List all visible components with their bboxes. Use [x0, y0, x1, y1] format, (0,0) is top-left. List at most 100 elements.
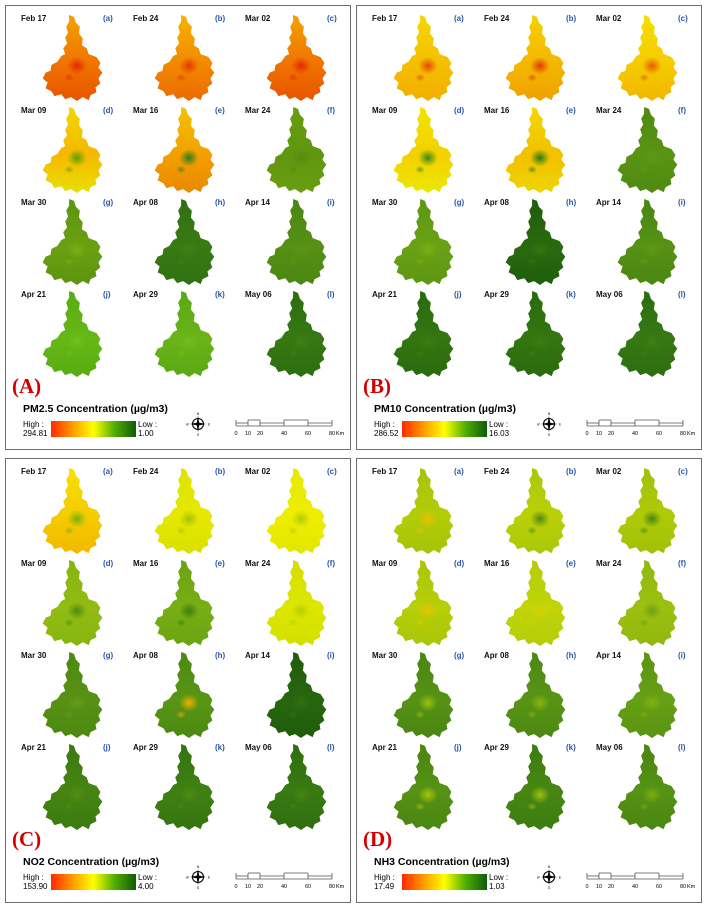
- map-date-label: Feb 24: [484, 14, 510, 23]
- hotspot: [291, 694, 311, 712]
- map-cell: Mar 30 (g): [11, 648, 123, 740]
- scale-bar: 0 10 20 40 60 80 Km: [234, 872, 345, 890]
- hotspot-secondary: [176, 618, 186, 627]
- map-date-label: Mar 09: [372, 559, 398, 568]
- compass-e-label: E: [208, 423, 210, 427]
- district-map: [42, 651, 103, 739]
- map-cell: Apr 14 (i): [586, 648, 698, 740]
- scale-tick-label: 10: [596, 431, 602, 437]
- map-date-label: Feb 17: [21, 14, 47, 23]
- map-date-label: Apr 29: [133, 290, 158, 299]
- map-date-label: Mar 09: [372, 106, 398, 115]
- hotspot-secondary: [527, 257, 537, 266]
- hotspot-secondary: [64, 710, 74, 719]
- district-map: [505, 651, 566, 739]
- map-sublabel: (a): [454, 467, 464, 476]
- scale-bar: 0 10 20 40 60 80 Km: [585, 872, 696, 890]
- hotspot-secondary: [64, 73, 74, 82]
- map-sublabel: (a): [454, 14, 464, 23]
- map-cell: Apr 08 (h): [474, 195, 586, 287]
- map-sublabel: (b): [566, 14, 577, 23]
- hotspot: [67, 149, 87, 167]
- hotspot-secondary: [288, 710, 298, 719]
- map-date-label: Mar 30: [21, 651, 47, 660]
- map-sublabel: (j): [103, 290, 111, 299]
- map-sublabel: (k): [215, 743, 225, 752]
- hotspot-secondary: [176, 349, 186, 358]
- map-date-label: Mar 24: [596, 106, 622, 115]
- map-cell: Mar 16 (e): [474, 556, 586, 648]
- compass-n-label: N: [197, 865, 200, 869]
- district-map: [617, 743, 678, 831]
- district-map: [617, 651, 678, 739]
- map-cell: Mar 16 (e): [123, 556, 235, 648]
- map-date-label: Mar 30: [372, 651, 398, 660]
- hotspot-secondary: [288, 802, 298, 811]
- compass-rose-icon: N S E W: [537, 865, 561, 889]
- legend-color-ramp: [402, 421, 487, 437]
- panel-title: PM10 Concentration (µg/m3): [374, 403, 516, 415]
- map-sublabel: (e): [566, 559, 576, 568]
- hotspot-secondary: [415, 257, 425, 266]
- map-date-label: Feb 24: [484, 467, 510, 476]
- map-cell: Apr 21 (j): [11, 287, 123, 379]
- scale-tick-label: 40: [281, 884, 287, 890]
- hotspot: [530, 510, 550, 528]
- map-sublabel: (f): [678, 106, 686, 115]
- map-date-label: May 06: [596, 743, 623, 752]
- panel-letter: (A): [12, 374, 42, 398]
- scale-tick-label: 20: [257, 431, 263, 437]
- district-map: [505, 198, 566, 286]
- map-sublabel: (i): [678, 651, 686, 660]
- hotspot: [291, 333, 311, 351]
- hotspot-secondary: [64, 802, 74, 811]
- map-sublabel: (k): [566, 743, 576, 752]
- map-cell: May 06 (l): [235, 287, 347, 379]
- map-sublabel: (g): [454, 198, 465, 207]
- hotspot: [179, 786, 199, 804]
- map-sublabel: (c): [678, 14, 688, 23]
- compass-e-label: E: [559, 876, 561, 880]
- district-map: [505, 106, 566, 194]
- scale-tick-label: 0: [585, 884, 588, 890]
- district-map: [393, 290, 454, 378]
- map-date-label: Mar 02: [596, 14, 622, 23]
- district-map: [154, 467, 215, 555]
- map-sublabel: (f): [327, 106, 335, 115]
- legend-low: Low :1.00: [138, 420, 158, 438]
- map-date-label: Mar 24: [596, 559, 622, 568]
- hotspot: [291, 149, 311, 167]
- scale-tick-label: 10: [245, 431, 251, 437]
- map-date-label: Feb 17: [21, 467, 47, 476]
- hotspot-secondary: [527, 618, 537, 627]
- hotspot: [418, 786, 438, 804]
- scale-tick-label: 20: [257, 884, 263, 890]
- map-date-label: Apr 21: [21, 743, 46, 752]
- scale-tick-label: 0: [234, 431, 237, 437]
- map-cell: Mar 09 (d): [11, 556, 123, 648]
- map-date-label: Apr 29: [133, 743, 158, 752]
- map-cell: Apr 21 (j): [362, 740, 474, 832]
- panel-title: PM2.5 Concentration (µg/m3): [23, 403, 168, 415]
- map-sublabel: (k): [566, 290, 576, 299]
- hotspot-secondary: [64, 349, 74, 358]
- hotspot-secondary: [639, 73, 649, 82]
- hotspot: [67, 333, 87, 351]
- map-cell: Apr 08 (h): [474, 648, 586, 740]
- hotspot: [642, 694, 662, 712]
- map-cell: Mar 24 (f): [235, 556, 347, 648]
- map-sublabel: (l): [678, 290, 686, 299]
- hotspot: [67, 786, 87, 804]
- map-sublabel: (d): [103, 559, 114, 568]
- district-map: [266, 559, 327, 647]
- map-cell: Mar 24 (f): [586, 103, 698, 195]
- hotspot-secondary: [176, 165, 186, 174]
- district-map: [505, 290, 566, 378]
- hotspot: [179, 510, 199, 528]
- district-map: [393, 743, 454, 831]
- map-cell: Mar 30 (g): [11, 195, 123, 287]
- map-date-label: May 06: [245, 290, 272, 299]
- district-map: [505, 559, 566, 647]
- map-cell: Feb 17 (a): [362, 11, 474, 103]
- hotspot-secondary: [64, 165, 74, 174]
